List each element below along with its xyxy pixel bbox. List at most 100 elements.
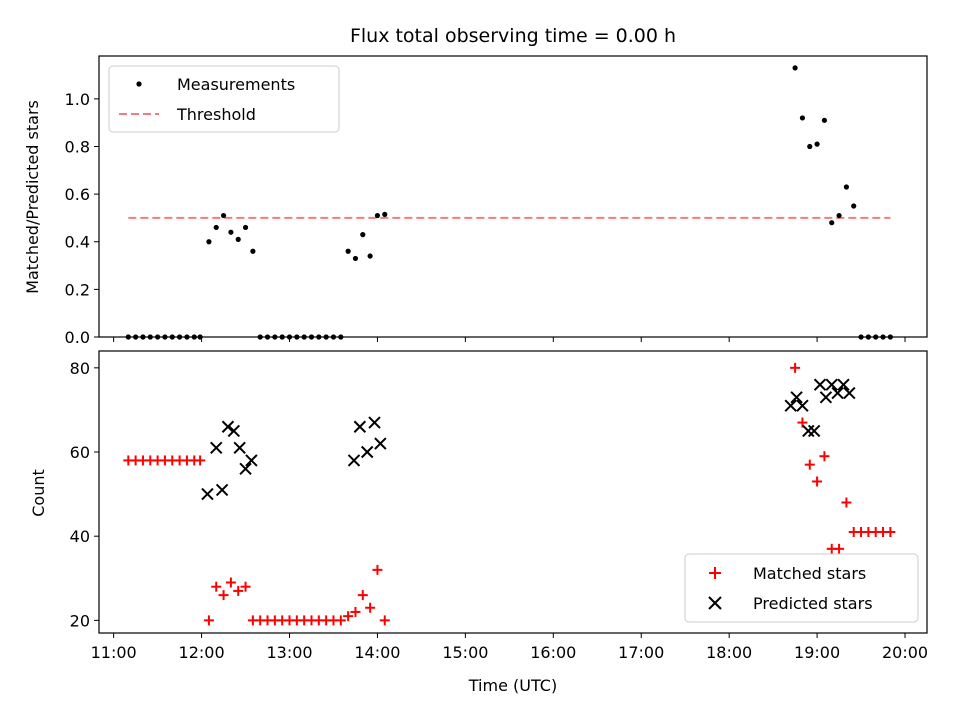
measurement-point (814, 141, 820, 147)
bottom-x-ticks: 11:00 12:00 13:00 14:00 15:00 16:00 17:00 18:00… (91, 633, 928, 662)
matched-point (841, 497, 852, 508)
measurement-point (206, 239, 212, 245)
predicted-point (360, 445, 374, 459)
x-tick-label: 20:00 (882, 643, 928, 662)
x-tick-label: 16:00 (530, 643, 576, 662)
chart-title: Flux total observing time = 0.00 h (350, 25, 676, 47)
bottom-y-ticks: 20 40 60 80 (70, 359, 99, 630)
x-tick-label: 15:00 (442, 643, 488, 662)
bottom-y-tick-label: 40 (70, 527, 90, 546)
matched-point (195, 455, 206, 466)
top-y-tick-label: 1.0 (65, 90, 90, 109)
measurement-point (213, 224, 219, 231)
legend-measurements-marker (136, 81, 142, 87)
legend-predicted-label: Predicted stars (753, 594, 873, 613)
matched-point (365, 602, 376, 613)
bottom-y-tick-label: 20 (70, 611, 90, 630)
measurement-point (242, 224, 249, 231)
matched-point (343, 611, 354, 622)
predicted-point (796, 399, 809, 412)
bottom-y-axis-label: Count (29, 469, 48, 517)
x-tick-label: 18:00 (706, 643, 752, 662)
predicted-point (210, 441, 223, 455)
predicted-point (347, 454, 361, 467)
measurement-point (851, 203, 857, 209)
predicted-point (819, 391, 833, 404)
measurement-point (250, 248, 256, 254)
matched-point (218, 590, 229, 601)
matched-point (819, 451, 830, 462)
predicted-point (813, 378, 827, 391)
x-tick-label: 14:00 (354, 643, 400, 662)
predicted-point (245, 454, 258, 467)
matched-point (335, 615, 346, 626)
matched-point (233, 585, 244, 596)
measurement-point (843, 184, 849, 190)
bottom-legend-frame (684, 553, 919, 623)
predicted-point (368, 416, 381, 429)
predicted-point (825, 378, 838, 391)
matched-point (240, 581, 251, 592)
top-legend-frame (108, 65, 340, 133)
top-y-tick-label: 0.6 (65, 185, 90, 204)
measurement-point (367, 253, 373, 259)
measurement-point (352, 255, 359, 262)
x-tick-label: 13:00 (266, 643, 312, 662)
top-y-ticks: 0.0 0.2 0.4 0.6 0.8 1.0 (65, 90, 99, 347)
top-x-ticks (113, 337, 906, 342)
matched-point (812, 476, 823, 487)
matched-point (211, 581, 222, 592)
predicted-point (201, 487, 214, 501)
matched-point (379, 615, 390, 626)
predicted-point (807, 424, 821, 438)
bottom-plot-frame (98, 350, 928, 634)
top-y-axis-label: Matched/Predicted stars (23, 100, 42, 294)
legend-threshold-label: Threshold (176, 105, 256, 124)
measurement-point (220, 212, 227, 219)
predicted-point (239, 462, 252, 476)
top-y-tick-label: 0.2 (65, 280, 90, 299)
matched-point (885, 526, 896, 537)
measurement-point (374, 212, 381, 219)
x-tick-label: 11:00 (91, 643, 137, 662)
predicted-point (215, 483, 229, 497)
x-axis-label: Time (UTC) (468, 676, 557, 695)
predicted-point (802, 424, 815, 438)
predicted-point (221, 420, 235, 433)
matched-point (203, 615, 214, 626)
measurement-point (345, 248, 351, 254)
top-y-tick-label: 0.4 (65, 233, 90, 252)
matched-point (834, 543, 845, 554)
matched-point (357, 590, 368, 601)
legend-matched-label: Matched stars (753, 564, 866, 583)
top-y-tick-label: 0.8 (65, 137, 90, 156)
x-tick-label: 17:00 (618, 643, 664, 662)
x-tick-label: 19:00 (794, 643, 840, 662)
bottom-y-tick-label: 80 (70, 359, 90, 378)
measurement-point (799, 115, 806, 121)
measurement-point (228, 229, 234, 235)
predicted-point (353, 420, 367, 433)
measurement-point (821, 117, 828, 123)
predicted-point (837, 378, 850, 391)
bottom-marks (123, 362, 896, 626)
measurement-point (382, 211, 388, 217)
predicted-point (831, 386, 844, 400)
matched-point (225, 577, 236, 588)
predicted-point (790, 391, 803, 404)
measurement-point (792, 65, 798, 71)
measurement-point (807, 143, 813, 150)
top-plot-frame (98, 55, 928, 338)
measurement-point (235, 236, 241, 242)
bottom-y-tick-label: 60 (70, 443, 90, 462)
matched-point (372, 564, 383, 575)
top-panel: 0.0 0.2 0.4 0.6 0.8 1.0 Matched/Predicted sta… (23, 55, 928, 347)
matched-point (804, 459, 815, 470)
predicted-point (784, 399, 797, 412)
predicted-point (374, 437, 387, 450)
measurement-point (836, 212, 842, 219)
matched-point (350, 606, 361, 617)
x-tick-label: 12:00 (179, 643, 225, 662)
legend-matched-marker (709, 567, 721, 579)
